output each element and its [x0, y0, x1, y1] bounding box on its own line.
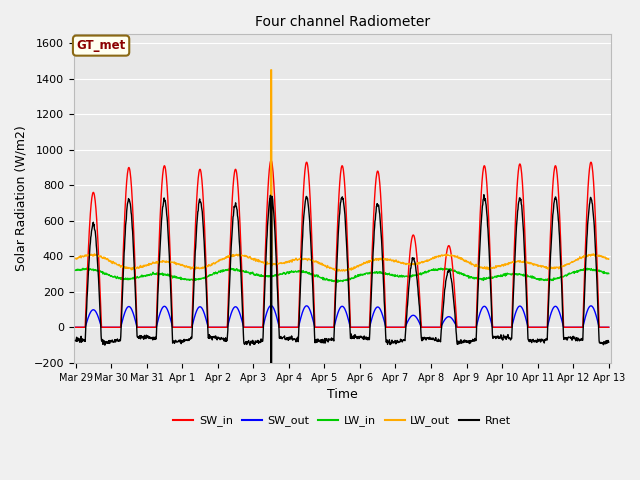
SW_in: [250, 324, 258, 330]
SW_in: [177, 324, 185, 330]
Text: GT_met: GT_met: [76, 39, 125, 52]
LW_out: [190, 264, 198, 270]
SW_in: [72, 324, 79, 330]
SW_out: [177, 324, 185, 330]
SW_in: [605, 324, 612, 330]
LW_in: [605, 271, 612, 276]
Line: LW_out: LW_out: [76, 70, 609, 271]
SW_in: [268, 157, 275, 163]
LW_in: [334, 279, 342, 285]
Line: Rnet: Rnet: [76, 195, 609, 388]
Legend: SW_in, SW_out, LW_in, LW_out, Rnet: SW_in, SW_out, LW_in, LW_out, Rnet: [169, 411, 515, 431]
SW_in: [542, 324, 550, 330]
LW_in: [72, 267, 79, 273]
LW_in: [542, 276, 550, 282]
LW_out: [426, 257, 433, 263]
SW_in: [190, 256, 198, 262]
SW_out: [425, 324, 433, 330]
Rnet: [268, 385, 275, 391]
Rnet: [480, 192, 488, 198]
SW_in: [495, 324, 502, 330]
LW_out: [250, 256, 258, 262]
Line: SW_in: SW_in: [76, 160, 609, 327]
Line: SW_out: SW_out: [76, 306, 609, 327]
LW_out: [495, 263, 503, 268]
LW_out: [605, 256, 612, 262]
SW_out: [190, 315, 198, 321]
LW_in: [495, 273, 503, 279]
LW_out: [177, 262, 185, 267]
LW_in: [191, 276, 198, 282]
LW_out: [542, 265, 550, 271]
Rnet: [190, 277, 198, 283]
SW_out: [495, 324, 502, 330]
Rnet: [495, 334, 503, 340]
LW_out: [72, 256, 79, 262]
Rnet: [605, 339, 612, 345]
SW_out: [72, 324, 79, 330]
Title: Four channel Radiometer: Four channel Radiometer: [255, 15, 429, 29]
LW_in: [178, 276, 186, 282]
X-axis label: Time: Time: [327, 388, 358, 401]
Y-axis label: Solar Radiation (W/m2): Solar Radiation (W/m2): [15, 126, 28, 272]
SW_out: [605, 324, 612, 330]
Rnet: [72, 338, 79, 344]
Rnet: [177, 341, 185, 347]
Rnet: [425, 336, 433, 342]
Line: LW_in: LW_in: [76, 268, 609, 282]
Rnet: [250, 341, 258, 347]
LW_in: [250, 272, 258, 278]
SW_out: [250, 324, 258, 330]
LW_out: [267, 67, 275, 73]
SW_in: [425, 324, 433, 330]
SW_out: [542, 324, 550, 330]
LW_out: [339, 268, 346, 274]
LW_in: [83, 265, 91, 271]
LW_in: [426, 267, 433, 273]
Rnet: [542, 336, 550, 341]
SW_out: [268, 303, 275, 309]
